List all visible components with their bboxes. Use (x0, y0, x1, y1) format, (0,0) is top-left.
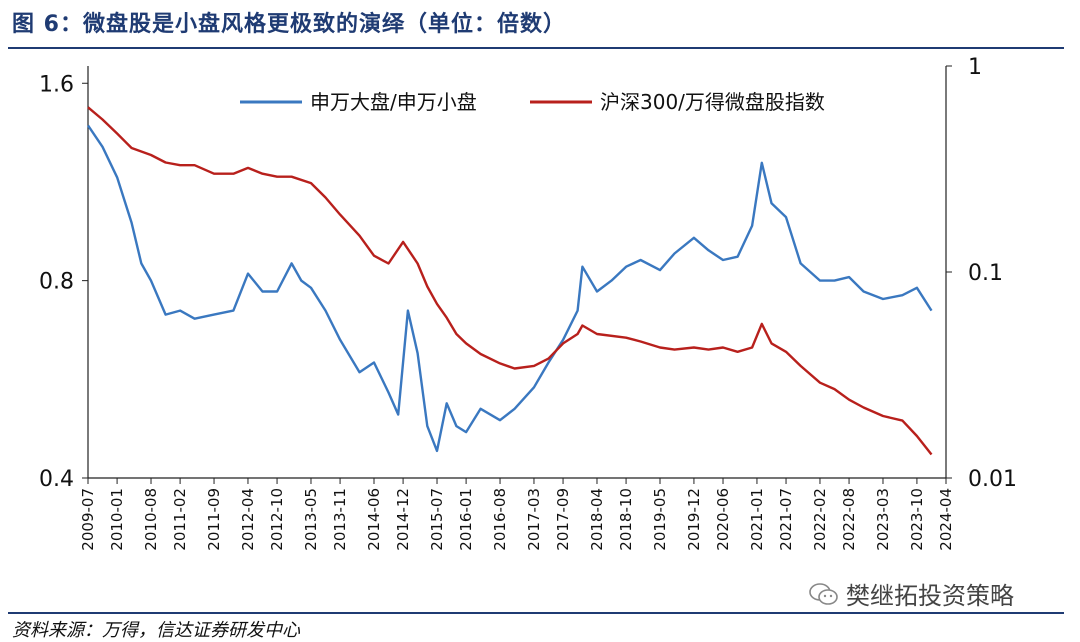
x-tick-label: 2012-10 (268, 488, 286, 551)
x-tick-label: 2010-08 (142, 488, 160, 551)
chart-title: 图 6：微盘股是小盘风格更极致的演绎（单位：倍数） (12, 12, 566, 37)
x-tick-label: 2010-01 (108, 488, 126, 551)
series-layer (87, 106, 933, 456)
x-tick-label: 2009-07 (79, 488, 97, 551)
legend-label-2: 沪深300/万得微盘股指数 (600, 90, 825, 114)
x-tick-label: 2024-04 (937, 488, 955, 551)
x-tick-label: 2023-03 (874, 488, 892, 551)
x-tick-label: 2019-12 (685, 488, 703, 551)
x-tick-label: 2016-01 (457, 488, 475, 551)
x-tick-label: 2011-02 (171, 488, 189, 551)
x-tick-label: 2013-11 (331, 488, 349, 551)
x-tick-label: 2011-09 (205, 488, 223, 551)
wechat-icon (809, 582, 838, 605)
chart-axes: 1.6 0.8 0.4 1 0.1 0.01 2009-07 2010-01 2010-08 20… (39, 55, 1017, 551)
watermark-text: 樊继拓投资策略 (846, 582, 1014, 610)
x-tick-label: 2021-01 (748, 488, 766, 551)
title-divider (8, 47, 1064, 49)
chart-legend: 申万大盘/申万小盘 沪深300/万得微盘股指数 (240, 90, 825, 114)
x-tick-label: 2019-05 (651, 488, 669, 551)
x-tick-label: 2020-06 (714, 488, 732, 551)
series-line-2 (87, 106, 933, 456)
x-tick-label: 2018-04 (588, 488, 606, 551)
x-tick-label: 2013-05 (302, 488, 320, 551)
x-tick-label: 2018-10 (617, 488, 635, 551)
source-note: 资料来源：万得，信达证券研发中心 (12, 620, 300, 641)
x-tick-label: 2014-06 (365, 488, 383, 551)
right-tick-label: 0.1 (968, 261, 1003, 286)
right-tick-label: 0.01 (968, 467, 1017, 492)
left-tick-label: 1.6 (39, 72, 74, 97)
x-tick-label: 2017-03 (525, 488, 543, 551)
x-tick-label: 2022-08 (840, 488, 858, 551)
legend-label-1: 申万大盘/申万小盘 (310, 90, 477, 114)
left-tick-label: 0.8 (39, 270, 74, 295)
footer-divider (8, 612, 1064, 614)
line-chart: 1.6 0.8 0.4 1 0.1 0.01 2009-07 2010-01 2010-08 20… (39, 55, 1017, 551)
x-tick-label: 2016-08 (491, 488, 509, 551)
x-tick-label: 2023-10 (908, 488, 926, 551)
series-line-1 (87, 124, 933, 453)
right-tick-label: 1 (968, 55, 982, 80)
watermark: 樊继拓投资策略 (808, 576, 1014, 611)
x-tick-label: 2022-02 (811, 488, 829, 551)
x-tick-label: 2015-07 (428, 488, 446, 551)
x-tick-label: 2021-07 (777, 488, 795, 551)
x-tick-label: 2012-04 (239, 488, 257, 551)
left-tick-label: 0.4 (39, 467, 74, 492)
x-tick-label: 2014-12 (394, 488, 412, 551)
x-tick-label: 2017-09 (554, 488, 572, 551)
